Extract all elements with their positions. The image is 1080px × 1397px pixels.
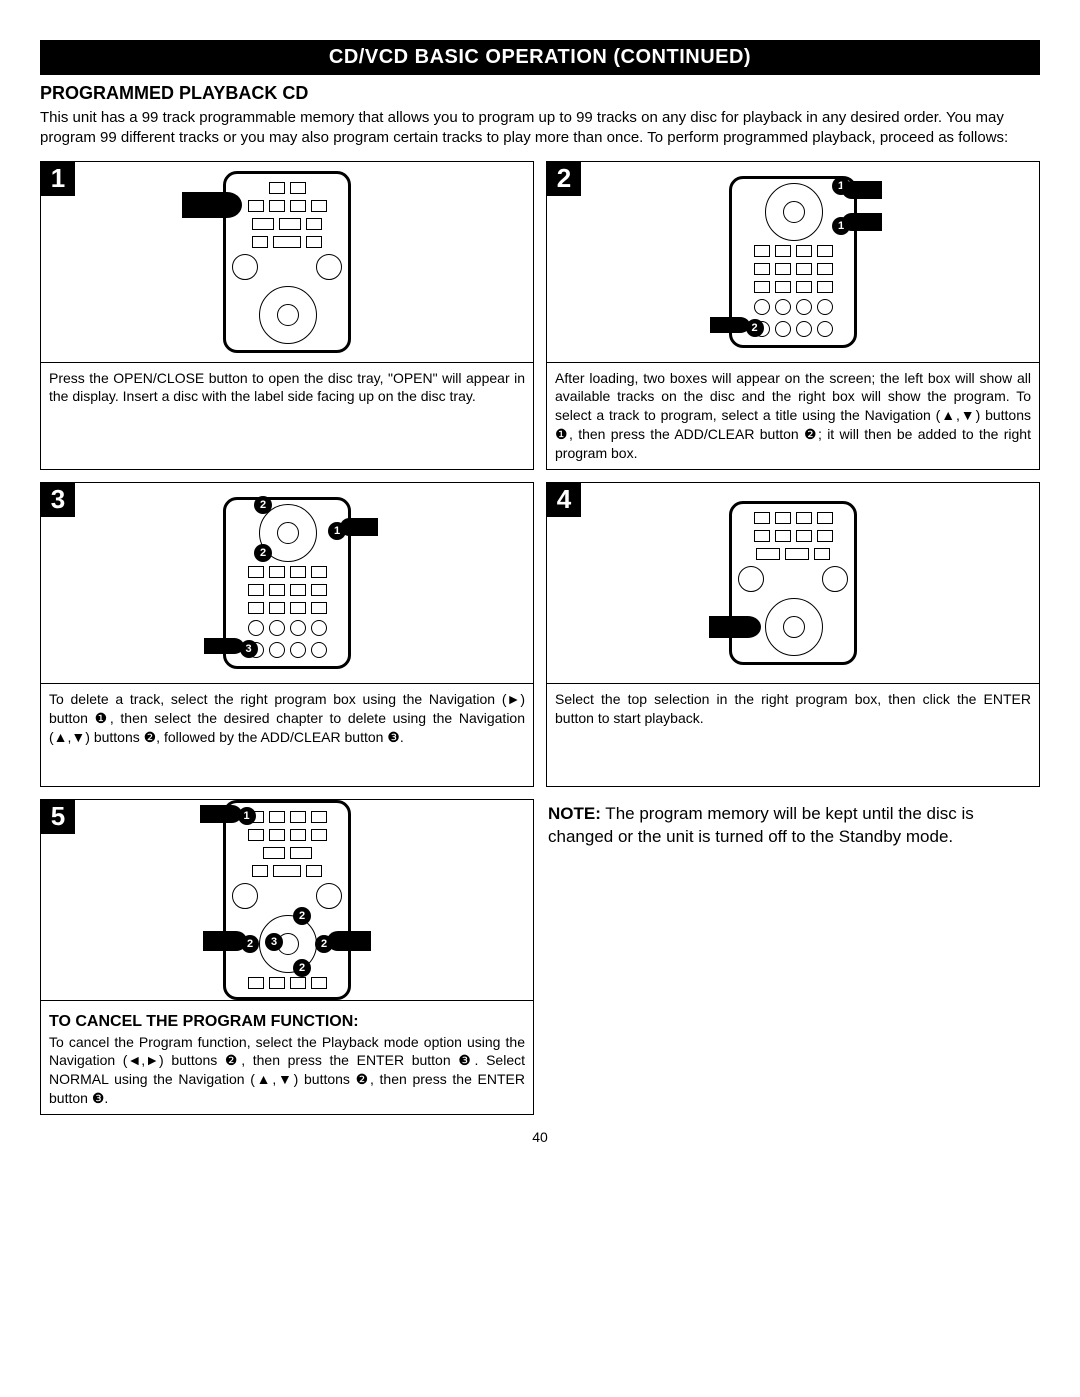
remote-illustration: 1 2 2 2 2 3 (223, 800, 351, 1000)
remote-illustration: 1 1 2 (729, 176, 857, 348)
step-3: 3 2 1 2 3 To delete a track (40, 482, 534, 787)
note-text: The program memory will be kept until th… (548, 804, 974, 846)
note-label: NOTE: (548, 804, 601, 823)
step-1-number: 1 (41, 162, 75, 196)
step-4-number: 4 (547, 483, 581, 517)
step-4-illustration (547, 483, 1039, 684)
remote-illustration: 2 1 2 3 (223, 497, 351, 669)
note-block: NOTE: The program memory will be kept un… (546, 799, 1040, 1115)
step-5-illustration: 1 2 2 2 2 3 (41, 800, 533, 1001)
step-1-text: Press the OPEN/CLOSE button to open the … (41, 363, 533, 465)
step-5-number: 5 (41, 800, 75, 834)
step-5: 5 1 2 2 2 2 3 (40, 799, 534, 1115)
step-2-illustration: 1 1 2 (547, 162, 1039, 363)
steps-grid: 1 Press the OPEN/CLOSE button to open th… (40, 161, 1040, 1116)
step-5-text: To cancel the Program function, select t… (49, 1033, 525, 1109)
step-4-text: Select the top selection in the right pr… (547, 684, 1039, 786)
step-2-number: 2 (547, 162, 581, 196)
step-3-number: 3 (41, 483, 75, 517)
step-5-text-block: TO CANCEL THE PROGRAM FUNCTION: To cance… (41, 1001, 533, 1114)
step-3-illustration: 2 1 2 3 (41, 483, 533, 684)
remote-illustration (223, 171, 351, 353)
remote-illustration (729, 501, 857, 665)
step-3-text: To delete a track, select the right prog… (41, 684, 533, 786)
header-bar: CD/VCD BASIC OPERATION (CONTINUED) (40, 40, 1040, 75)
step-2-text: After loading, two boxes will appear on … (547, 363, 1039, 469)
section-title: PROGRAMMED PLAYBACK CD (40, 83, 1040, 104)
step-1: 1 Press the OPEN/CLOSE button to open th… (40, 161, 534, 470)
step-4: 4 Select the top selection in the right … (546, 482, 1040, 787)
step-2: 2 1 1 2 After loading, two (546, 161, 1040, 470)
intro-text: This unit has a 99 track programmable me… (40, 108, 1040, 149)
step-5-subtitle: TO CANCEL THE PROGRAM FUNCTION: (49, 1011, 525, 1033)
page-number: 40 (40, 1129, 1040, 1145)
step-1-illustration (41, 162, 533, 363)
